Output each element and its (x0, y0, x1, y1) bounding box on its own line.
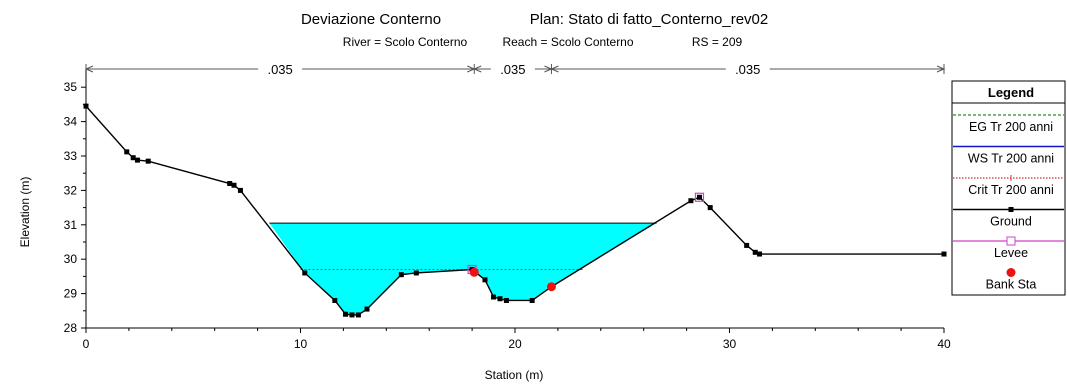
axes: 0 10 20 30 40 28 29 30 31 32 33 34 35 (64, 70, 951, 351)
ground-point (134, 157, 140, 163)
ground-point (757, 251, 763, 257)
ground-point (332, 297, 338, 303)
x-tick-label: 40 (937, 337, 951, 351)
legend-item-label: WS Tr 200 anni (968, 152, 1054, 166)
ground-point (83, 103, 89, 109)
x-tick-label: 10 (294, 337, 308, 351)
ground-point (343, 311, 349, 317)
manning-label: .035 (735, 62, 760, 77)
ground-point (364, 306, 370, 312)
ground-point (744, 242, 750, 248)
ground-point (355, 312, 361, 318)
manning-values: .035 .035 .035 (84, 62, 946, 77)
ground-point (752, 249, 758, 255)
manning-arrowhead (550, 65, 559, 73)
bank-station-marker (546, 282, 556, 292)
y-tick-label: 35 (64, 80, 78, 94)
ground-profile (83, 103, 947, 318)
y-tick-label: 33 (64, 149, 78, 163)
legend-item-label: Crit Tr 200 anni (968, 183, 1053, 197)
ground-point (237, 187, 243, 193)
reach-label: Reach = Scolo Conterno (502, 35, 633, 49)
ground-point (124, 149, 130, 155)
rs-label: RS = 209 (692, 35, 743, 49)
plan-label: Plan: Stato di fatto_Conterno_rev02 (530, 11, 769, 28)
ground-point (413, 270, 419, 276)
legend-box (951, 80, 1066, 296)
y-tick-label: 29 (64, 287, 78, 301)
legend-item-label: Levee (994, 246, 1028, 260)
ground-point (707, 205, 713, 211)
x-axis-label: Station (m) (485, 368, 544, 382)
y-tick-label: 32 (64, 183, 78, 197)
chart-title: Deviazione Conterno (301, 11, 441, 28)
ground-point (941, 251, 947, 257)
legend-swatch-marker (1006, 236, 1016, 246)
ground-point (482, 277, 488, 283)
manning-arrowhead (472, 65, 482, 73)
x-tick-label: 0 (83, 337, 90, 351)
ground-point (145, 158, 151, 164)
y-tick-label: 30 (64, 252, 78, 266)
legend-swatch-marker (1008, 207, 1014, 212)
ground-point (497, 296, 503, 302)
ground-point (130, 155, 136, 161)
point-markers (467, 192, 705, 292)
y-tick-label: 31 (64, 218, 78, 232)
legend-title: Legend (988, 85, 1034, 100)
legend-item-label: EG Tr 200 anni (969, 120, 1053, 134)
y-tick-label: 28 (64, 321, 78, 335)
legend-items: EG Tr 200 anni WS Tr 200 anni Crit Tr 200 … (953, 114, 1064, 292)
river-label: River = Scolo Conterno (343, 35, 468, 49)
ground-point (349, 312, 355, 318)
ground-point (398, 272, 404, 278)
y-tick-label: 34 (64, 115, 78, 129)
water-fill (269, 223, 657, 315)
ground-point (529, 297, 535, 303)
ground-point (688, 198, 694, 204)
ground-point (302, 270, 308, 276)
water-area (269, 222, 657, 315)
x-tick-label: 30 (723, 337, 737, 351)
y-axis-label: Elevation (m) (18, 177, 32, 248)
ground-point (503, 297, 509, 303)
ground-point (231, 182, 237, 188)
ground-point (491, 294, 497, 300)
ground-point (227, 181, 233, 187)
legend-item-label: Bank Sta (986, 278, 1037, 292)
manning-label: .035 (267, 62, 292, 77)
ground-point (696, 194, 702, 200)
legend: Legend EG Tr 200 anni WS Tr 200 anni Crit … (951, 80, 1066, 296)
bank-station-marker (469, 267, 479, 277)
legend-swatch-marker (1006, 268, 1016, 277)
levee-marker (694, 192, 705, 202)
manning-arrowhead (84, 65, 94, 73)
legend-item-label: Ground (990, 215, 1032, 229)
manning-label: .035 (500, 62, 525, 77)
x-tick-label: 20 (508, 337, 522, 351)
